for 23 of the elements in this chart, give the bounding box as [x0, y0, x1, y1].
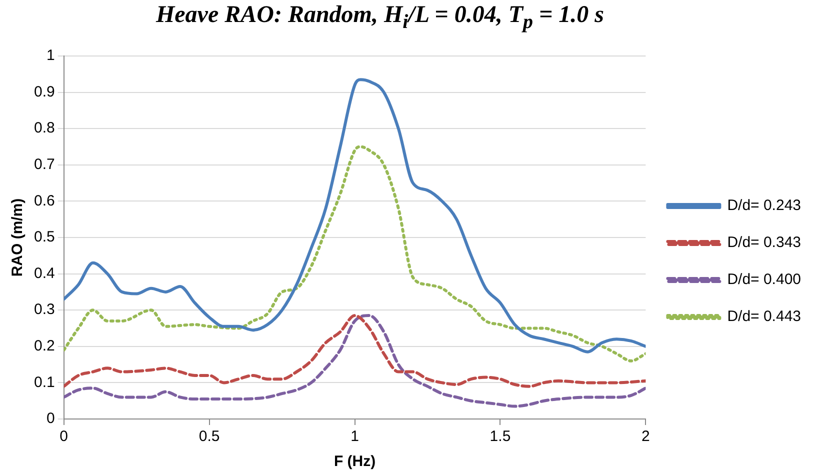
y-tick-label: 0.7: [34, 156, 55, 174]
y-tick-label: 0.6: [34, 192, 55, 210]
y-tick-label: 0.4: [34, 264, 55, 282]
x-tick-label: 1.5: [490, 428, 511, 446]
y-tick-label: 0.1: [34, 374, 55, 391]
y-tick-label: 0.3: [34, 301, 55, 318]
legend-label: D/d= 0.343: [727, 234, 802, 252]
y-tick-label: 0.5: [34, 228, 55, 246]
x-tick-label: 0.5: [198, 428, 220, 446]
y-axis-title: RAO (m/m): [9, 198, 26, 277]
legend-label: D/d= 0.443: [727, 308, 802, 326]
y-tick-label: 0.2: [34, 338, 55, 355]
legend-label: D/d= 0.400: [727, 271, 802, 288]
x-tick-label: 2: [642, 428, 650, 446]
x-tick-label: 1: [350, 428, 359, 446]
chart-title: Heave RAO: Random, H$_{i}$/L = 0.04, T$_{p}$ = 1.0 s: [154, 2, 605, 34]
y-tick-label: 1: [46, 47, 55, 64]
x-tick-label: 0: [60, 428, 68, 446]
x-axis-title: F (Hz): [334, 453, 376, 470]
y-tick-label: 0.8: [34, 120, 55, 137]
y-tick-label: 0: [46, 410, 55, 428]
legend-label: D/d= 0.243: [727, 197, 802, 214]
y-tick-label: 0.9: [34, 83, 55, 100]
